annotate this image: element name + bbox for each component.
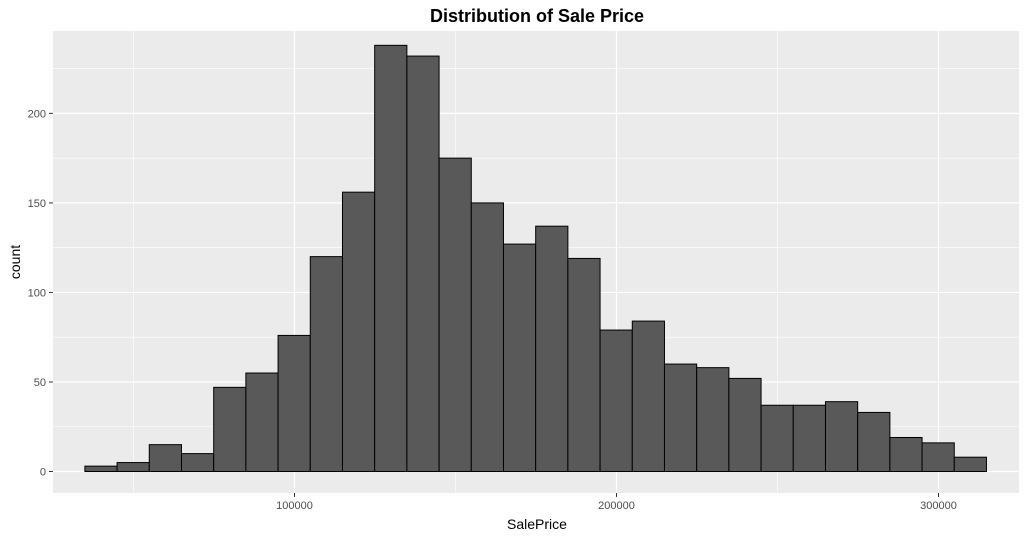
histogram-bar: [921, 442, 955, 473]
histogram-bar: [824, 401, 859, 473]
histogram-bar: [792, 404, 826, 473]
histogram-bar: [470, 202, 504, 473]
histogram-bar: [341, 191, 376, 473]
y-tick-label: 50: [34, 377, 46, 389]
histogram-bar: [535, 225, 569, 473]
y-tick-label: 200: [28, 108, 46, 120]
histogram-bar: [438, 157, 472, 473]
histogram-bar: [857, 411, 891, 473]
histogram-bar: [631, 320, 665, 473]
x-axis-title: SalePrice: [507, 516, 567, 532]
x-axis-ticks: 100000 200000 300000: [276, 493, 957, 512]
histogram-bar: [374, 44, 408, 473]
histogram-bar: [502, 243, 537, 473]
y-axis-ticks: 0 50 100 150 200: [28, 108, 53, 479]
histogram-bar: [567, 257, 601, 473]
histogram-bar: [953, 456, 987, 473]
histogram-bar: [116, 462, 150, 473]
histogram-bar: [406, 55, 440, 473]
histogram-bar: [245, 372, 279, 473]
histogram-bar: [760, 404, 794, 473]
histogram-bar: [728, 377, 762, 473]
histogram-bar: [213, 386, 247, 473]
x-tick-label: 200000: [598, 500, 635, 512]
histogram-bar: [277, 334, 311, 473]
histogram-bar: [663, 363, 698, 473]
histogram-bars: [84, 44, 987, 473]
histogram-bar: [696, 367, 730, 473]
y-tick-label: 100: [28, 287, 46, 299]
chart-title: Distribution of Sale Price: [430, 6, 644, 26]
y-tick-label: 150: [28, 198, 46, 210]
histogram-bar: [889, 436, 923, 473]
histogram-bar: [84, 465, 118, 473]
x-tick-label: 300000: [920, 500, 957, 512]
histogram-bar: [148, 444, 182, 473]
x-tick-label: 100000: [276, 500, 313, 512]
histogram-bar: [599, 329, 633, 473]
y-axis-title: count: [7, 245, 23, 279]
y-tick-label: 0: [40, 467, 46, 479]
histogram-bar: [180, 453, 215, 473]
histogram-bar: [309, 256, 343, 473]
